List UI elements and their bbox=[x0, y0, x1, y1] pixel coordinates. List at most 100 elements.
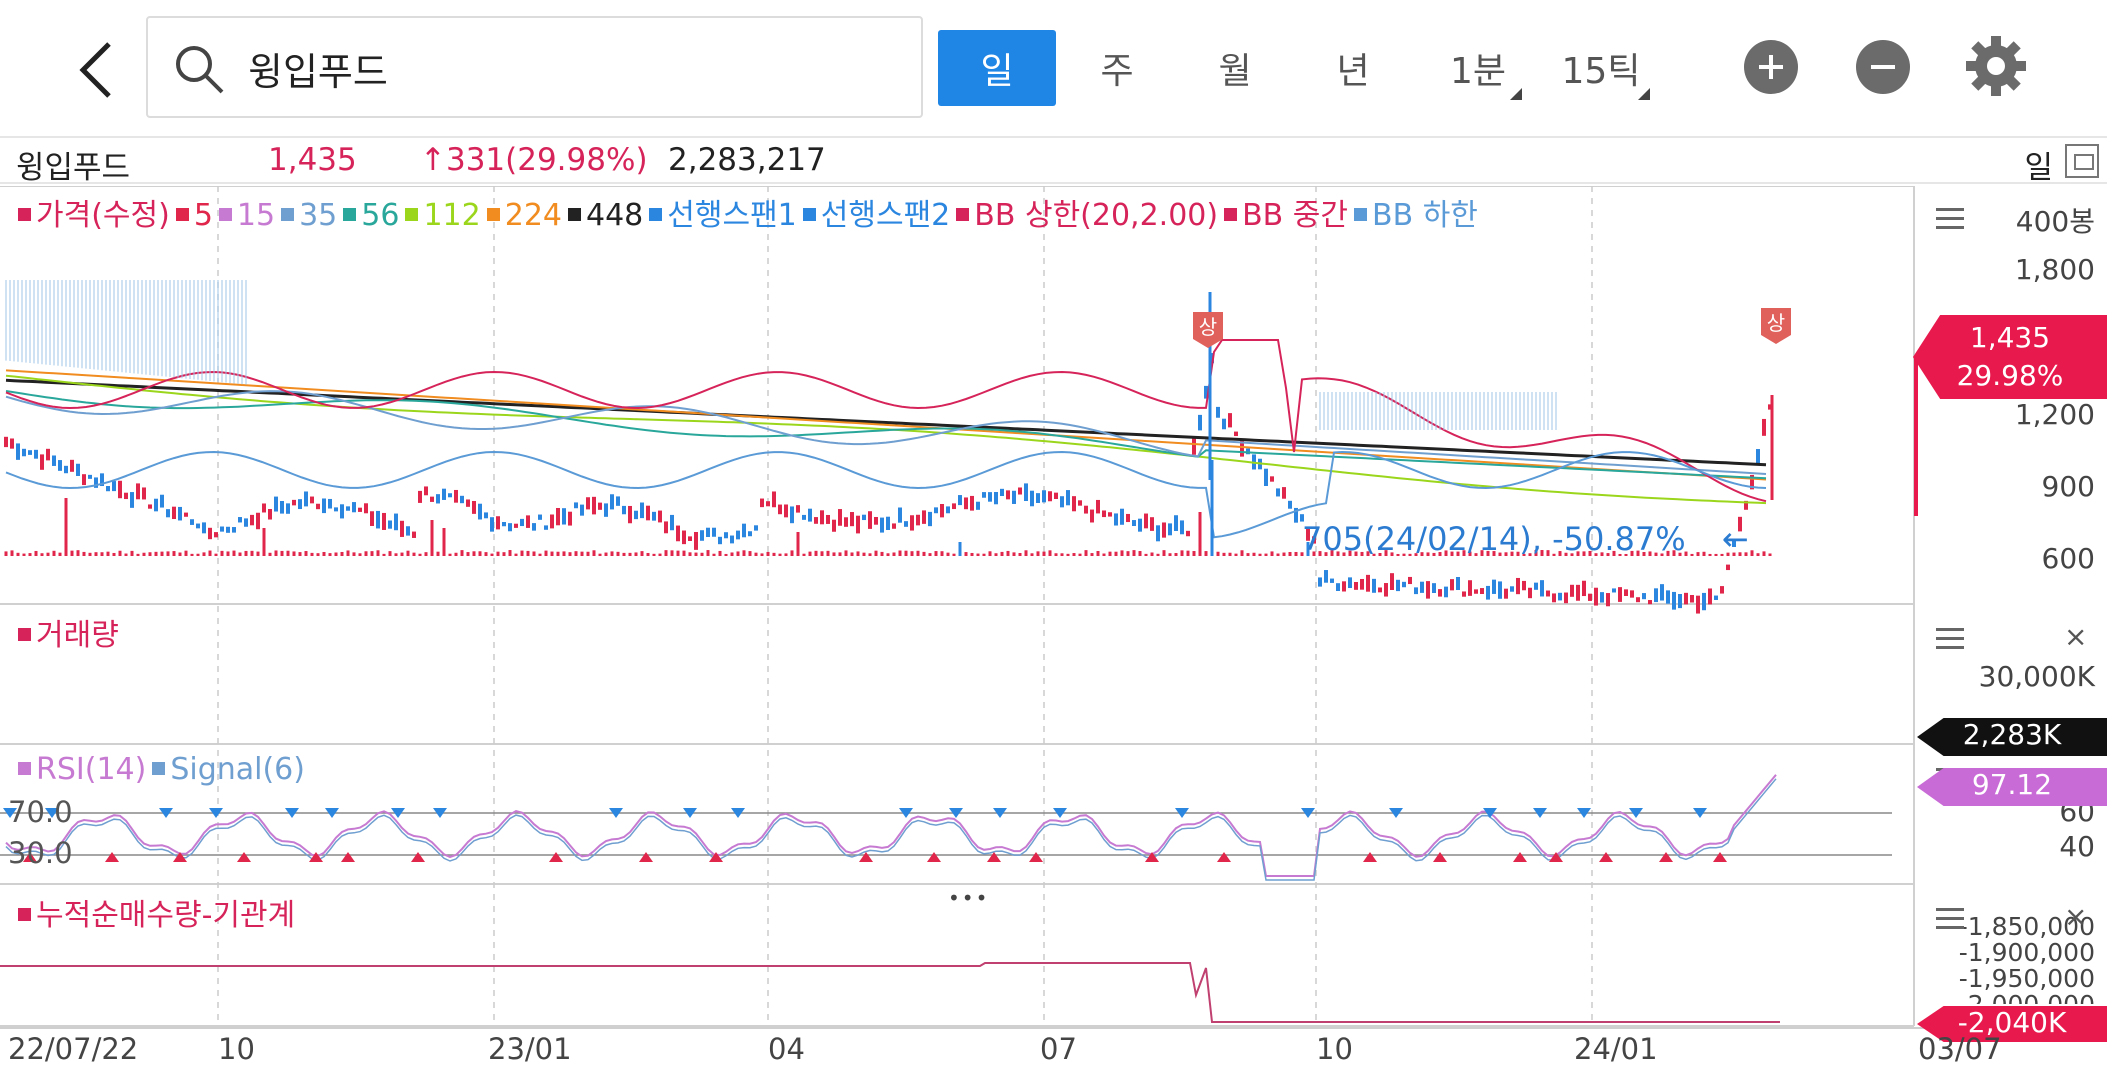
volume-bar bbox=[346, 550, 350, 556]
price-candle bbox=[514, 523, 518, 528]
price-candle bbox=[1570, 584, 1574, 597]
price-candle bbox=[418, 490, 422, 503]
price-axis-label: 400봉 bbox=[2015, 205, 2095, 238]
volume-bar bbox=[550, 551, 554, 556]
price-candle bbox=[370, 511, 374, 526]
gear-icon[interactable] bbox=[1964, 34, 2028, 98]
volume-bar bbox=[1300, 552, 1304, 556]
tab-15tick[interactable]: 15틱 bbox=[1546, 30, 1656, 106]
tab-month-label: 월 bbox=[1218, 51, 1252, 92]
price-candle bbox=[484, 512, 488, 519]
rsi-level-label: 30.0 bbox=[8, 836, 73, 870]
tab-week[interactable]: 주 bbox=[1072, 30, 1162, 106]
tab-day[interactable]: 일 bbox=[938, 30, 1056, 106]
zoom-in-button[interactable] bbox=[1744, 40, 1798, 94]
volume-bar bbox=[484, 552, 488, 556]
price-candle bbox=[310, 496, 314, 504]
tab-year[interactable]: 년 bbox=[1308, 30, 1398, 106]
sell-arrow-icon bbox=[1053, 808, 1067, 818]
volume-bar bbox=[226, 551, 230, 556]
volume-bar bbox=[1528, 553, 1532, 556]
tab-month[interactable]: 월 bbox=[1190, 30, 1280, 106]
price-candle bbox=[628, 505, 632, 524]
price-candle bbox=[478, 503, 482, 520]
close-icon[interactable]: × bbox=[2064, 620, 2088, 653]
volume-bar bbox=[1450, 551, 1454, 556]
price-candle bbox=[718, 536, 722, 545]
search-box[interactable] bbox=[146, 16, 923, 118]
volume-bar bbox=[490, 553, 494, 556]
more-dots-icon[interactable]: ••• bbox=[948, 886, 990, 910]
price-candle bbox=[70, 459, 74, 472]
price-candle bbox=[394, 513, 398, 531]
search-input[interactable] bbox=[248, 36, 888, 100]
price-candle bbox=[232, 527, 236, 533]
volume-bar bbox=[1366, 551, 1370, 556]
volume-bar bbox=[400, 552, 404, 556]
sell-arrow-icon bbox=[949, 808, 963, 818]
volume-bar bbox=[1504, 552, 1508, 556]
volume-bar bbox=[1738, 552, 1742, 556]
price-candle bbox=[1594, 587, 1598, 606]
volume-bar bbox=[1762, 551, 1766, 556]
legend-label: 224 bbox=[504, 198, 562, 233]
inst-axis-label: -2,000,000 bbox=[1959, 990, 2095, 1004]
panel-menu-icon[interactable] bbox=[1936, 628, 1964, 650]
price-candle bbox=[922, 510, 926, 524]
zoom-out-button[interactable] bbox=[1856, 40, 1910, 94]
price-candle bbox=[1702, 592, 1706, 611]
price-candle bbox=[712, 527, 716, 537]
rsi-signal-line bbox=[5, 778, 1777, 881]
volume-bar bbox=[1066, 553, 1070, 556]
price-range-bar bbox=[1914, 356, 1918, 516]
volume-bar bbox=[682, 550, 686, 556]
search-icon bbox=[176, 46, 224, 94]
price-candle bbox=[748, 531, 752, 537]
buy-arrow-icon bbox=[709, 852, 723, 862]
volume-bar bbox=[1648, 551, 1652, 556]
price-candle bbox=[1042, 490, 1046, 503]
tab-1min[interactable]: 1분 bbox=[1428, 30, 1528, 106]
volume-bar bbox=[322, 551, 326, 556]
x-axis-label: 22/07/22 bbox=[8, 1032, 139, 1066]
price-candle bbox=[1630, 590, 1634, 598]
volume-bar bbox=[658, 553, 662, 556]
price-candle bbox=[490, 517, 494, 532]
volume-bar bbox=[1150, 552, 1154, 556]
volume-bar bbox=[994, 553, 998, 556]
price-candle bbox=[1654, 588, 1658, 603]
volume-bar bbox=[340, 551, 344, 556]
window-toggle-icon[interactable] bbox=[2065, 144, 2099, 178]
back-button[interactable] bbox=[62, 30, 132, 110]
panel-menu-icon[interactable] bbox=[1936, 208, 1964, 230]
volume-bar bbox=[418, 553, 422, 556]
price-candle bbox=[466, 499, 470, 507]
price-candle bbox=[1138, 518, 1142, 532]
buy-arrow-icon bbox=[411, 852, 425, 862]
buy-arrow-icon bbox=[639, 852, 653, 862]
volume-bar bbox=[364, 551, 368, 556]
close-icon[interactable]: × bbox=[2064, 900, 2088, 933]
price-candle bbox=[124, 492, 128, 500]
volume-bar bbox=[1558, 551, 1562, 556]
price-candle bbox=[670, 514, 674, 531]
price-candle bbox=[496, 516, 500, 530]
legend-label: 15 bbox=[236, 198, 276, 233]
volume-bar bbox=[604, 552, 608, 556]
volume-bar bbox=[754, 552, 758, 556]
inst-legend: 누적순매수량-기관계 bbox=[12, 890, 295, 934]
chart-canvas[interactable] bbox=[0, 186, 2107, 1080]
volume-bar bbox=[520, 550, 524, 556]
price-candle bbox=[1000, 488, 1004, 497]
volume-bar bbox=[574, 551, 578, 556]
volume-bar bbox=[676, 550, 680, 556]
price-candle bbox=[1228, 413, 1232, 428]
price-candle bbox=[424, 486, 428, 496]
volume-bar bbox=[694, 552, 698, 556]
legend-swatch bbox=[218, 208, 232, 221]
volume-bar bbox=[46, 552, 50, 556]
price-candle bbox=[766, 501, 770, 507]
panel-menu-icon[interactable] bbox=[1936, 908, 1964, 930]
price-candle bbox=[190, 519, 194, 525]
